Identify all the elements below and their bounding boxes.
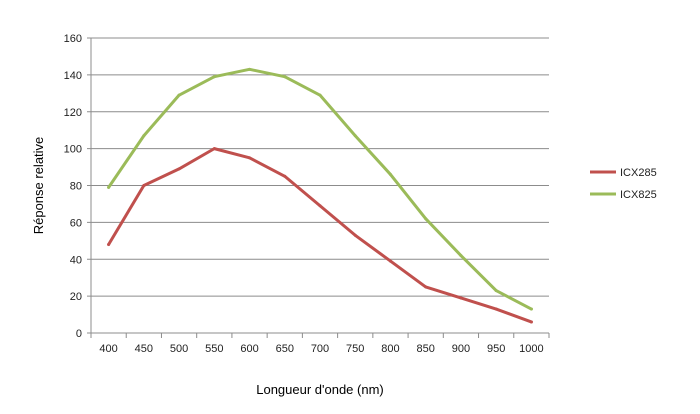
- x-tick-label: 750: [346, 343, 364, 355]
- y-tick-label: 0: [76, 328, 82, 340]
- data-point-icx825: [142, 134, 146, 138]
- data-point-icx825: [424, 217, 428, 221]
- series-line-icx825: [107, 67, 533, 311]
- x-tick-label: 700: [311, 343, 329, 355]
- y-tick-label: 120: [64, 107, 82, 119]
- data-point-icx285: [318, 204, 322, 208]
- data-point-icx825: [529, 307, 533, 311]
- legend-label: ICX825: [620, 189, 657, 201]
- y-tick-label: 140: [64, 70, 82, 82]
- x-axis-title: Longueur d'onde (nm): [256, 382, 384, 397]
- x-tick-label: 450: [135, 343, 153, 355]
- data-point-icx285: [248, 156, 252, 160]
- data-point-icx825: [353, 134, 357, 138]
- y-tick-label: 80: [70, 181, 82, 193]
- y-tick-label: 100: [64, 144, 82, 156]
- data-point-icx285: [529, 320, 533, 324]
- legend: ICX285 ICX825: [590, 167, 657, 201]
- data-point-icx825: [212, 75, 216, 79]
- data-point-icx825: [318, 93, 322, 97]
- data-point-icx285: [142, 184, 146, 187]
- data-point-icx285: [353, 233, 357, 237]
- y-tick-label: 160: [64, 33, 82, 45]
- data-point-icx285: [283, 174, 287, 178]
- x-tick-label: 600: [240, 343, 258, 355]
- data-point-icx285: [459, 296, 463, 300]
- x-tick-label: 400: [99, 343, 117, 355]
- data-point-icx825: [107, 185, 111, 189]
- y-tick-label: 20: [70, 291, 82, 303]
- data-point-icx825: [494, 289, 498, 293]
- data-point-icx825: [248, 67, 252, 71]
- gridlines: [91, 37, 549, 297]
- y-tick-label: 40: [70, 254, 82, 266]
- data-point-icx285: [107, 243, 111, 246]
- data-point-icx825: [459, 254, 463, 258]
- x-tick-label: 800: [381, 343, 399, 355]
- data-point-icx285: [494, 307, 498, 311]
- axes: [87, 37, 550, 338]
- x-tick-label: 650: [276, 343, 294, 355]
- x-tick-label: 850: [417, 343, 435, 355]
- x-tick-label: 1000: [519, 343, 543, 355]
- tick-labels: 0 20 40 60 80 100 120 140 160 400 450 500 550 600 650 7…: [64, 33, 544, 355]
- x-tick-label: 950: [487, 343, 505, 355]
- x-tick-label: 900: [452, 343, 470, 355]
- data-point-icx825: [177, 93, 181, 97]
- series-lines: [107, 67, 533, 324]
- y-tick-label: 60: [70, 217, 82, 229]
- data-point-icx285: [177, 167, 181, 171]
- y-axis-title: Réponse relative: [31, 137, 46, 235]
- data-point-icx285: [424, 285, 428, 289]
- data-point-icx285: [212, 147, 216, 151]
- legend-label: ICX285: [620, 167, 657, 179]
- x-tick-label: 500: [170, 343, 188, 355]
- data-point-icx825: [283, 75, 287, 79]
- data-point-icx285: [388, 259, 392, 263]
- x-tick-label: 550: [205, 343, 223, 355]
- data-point-icx825: [388, 172, 392, 176]
